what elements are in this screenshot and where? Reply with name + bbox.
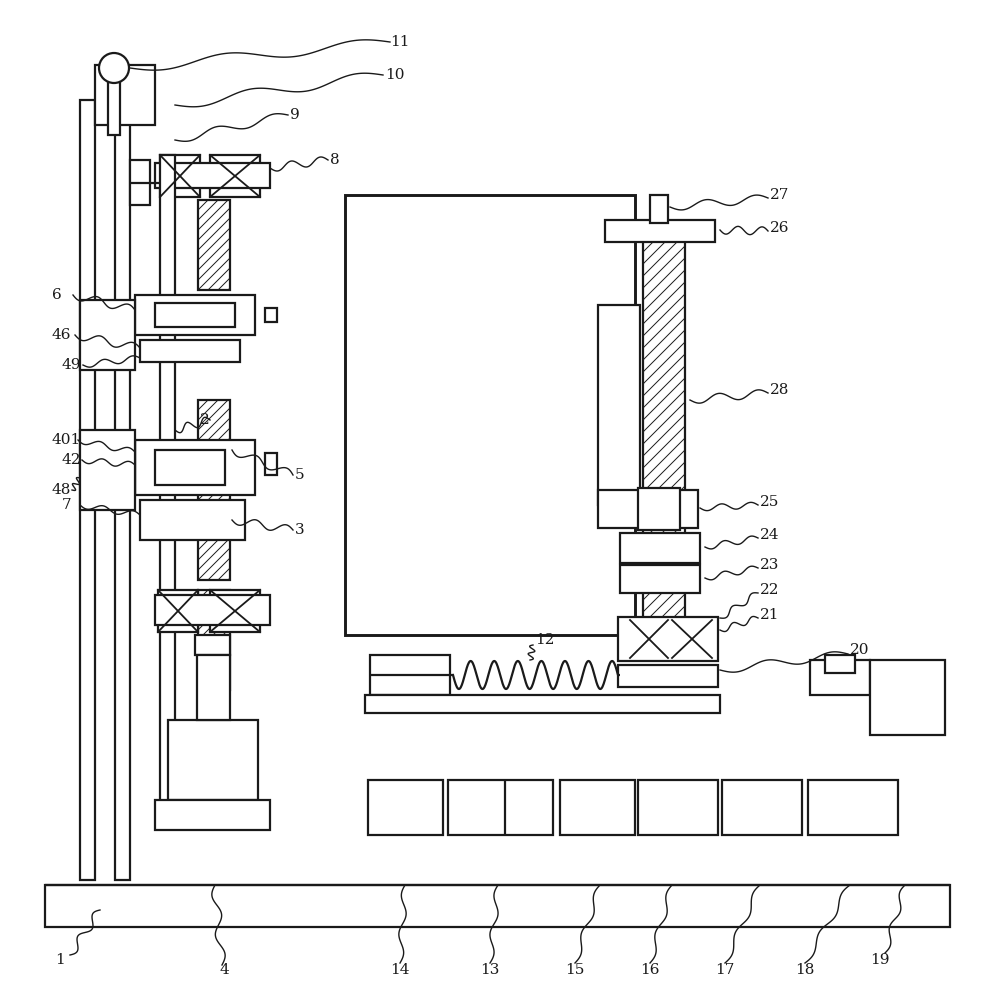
Bar [264,453,276,475]
Bar [617,617,718,661]
Text: 11: 11 [390,35,410,49]
Bar [629,620,667,658]
Text: 1: 1 [55,953,65,967]
Bar [80,100,94,880]
Text: 24: 24 [759,528,778,542]
Text: 49: 49 [62,358,82,372]
Bar [155,450,225,485]
Bar [198,400,230,580]
Bar [158,590,198,632]
Bar [100,440,135,495]
Text: 26: 26 [769,221,788,235]
Text: 27: 27 [769,188,788,202]
Bar [168,720,257,800]
Bar [160,155,200,197]
Bar [649,195,667,223]
Bar [155,595,269,625]
Bar [370,655,449,695]
Bar [597,305,639,505]
Bar [619,565,700,593]
Text: 12: 12 [535,633,554,647]
Bar [210,155,259,197]
Text: 4: 4 [220,963,230,977]
Text: 7: 7 [62,498,72,512]
Text: 48: 48 [52,483,72,497]
Bar [869,660,944,735]
Text: 401: 401 [52,433,82,447]
Bar [597,490,698,528]
Text: 22: 22 [759,583,778,597]
Bar [637,488,679,530]
Circle shape [98,53,129,83]
Text: 8: 8 [330,153,339,167]
Bar [140,500,245,540]
Bar [155,303,235,327]
Bar [45,885,949,927]
Bar [345,195,634,635]
Bar [617,665,718,687]
Text: 28: 28 [769,383,788,397]
Bar [560,780,634,835]
Bar [115,100,130,880]
Bar [824,655,854,673]
Bar [264,308,276,322]
Bar [155,163,269,188]
Bar [130,160,150,205]
Bar [140,340,240,362]
Bar [80,300,135,370]
Bar [210,590,259,632]
Text: 42: 42 [62,453,82,467]
Text: 15: 15 [565,963,583,977]
Text: 18: 18 [794,963,813,977]
Text: 14: 14 [390,963,410,977]
Bar [368,780,442,835]
Text: 2: 2 [200,413,210,427]
Text: 10: 10 [385,68,405,82]
Bar [108,55,120,135]
Text: 3: 3 [294,523,304,537]
Text: 23: 23 [759,558,778,572]
Text: 13: 13 [479,963,499,977]
Bar [135,440,254,495]
Bar [365,695,720,713]
Bar [198,200,230,290]
Text: 9: 9 [289,108,299,122]
Bar [722,780,801,835]
Text: 25: 25 [759,495,778,509]
Bar [197,655,230,720]
Bar [809,660,869,695]
Bar [619,533,700,563]
Bar [80,430,135,510]
Bar [155,800,269,830]
Text: 16: 16 [639,963,659,977]
Bar [604,220,715,242]
Bar [671,620,712,658]
Bar [447,780,553,835]
Text: 21: 21 [759,608,778,622]
Text: 17: 17 [715,963,734,977]
Text: 46: 46 [52,328,72,342]
Text: 6: 6 [52,288,62,302]
Bar [94,65,155,125]
Bar [637,780,718,835]
Bar [135,295,254,335]
Bar [160,155,175,815]
Text: 19: 19 [869,953,889,967]
Text: 20: 20 [849,643,869,657]
Bar [642,240,684,620]
Bar [198,590,230,690]
Bar [807,780,898,835]
Bar [195,635,230,655]
Text: 5: 5 [294,468,304,482]
